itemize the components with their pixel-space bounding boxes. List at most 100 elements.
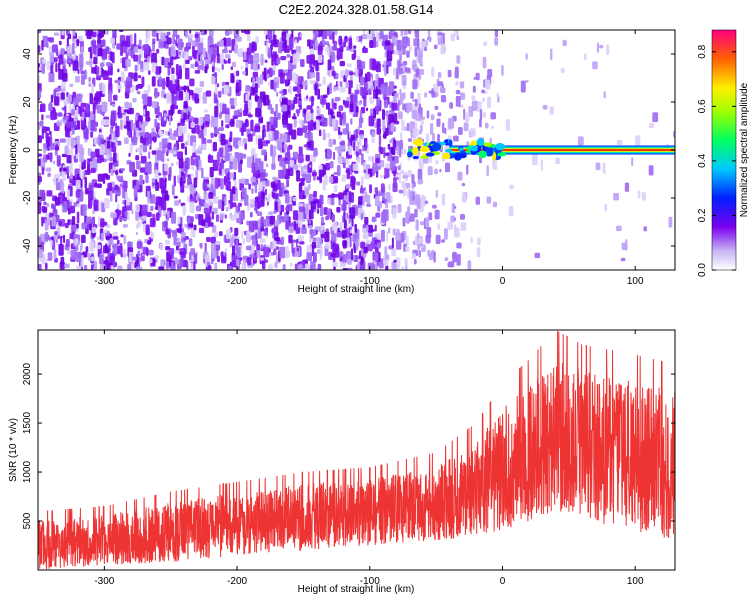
spectrogram-cell xyxy=(297,264,303,270)
spectrogram-cell xyxy=(299,146,303,153)
spectrogram-cell xyxy=(123,113,127,126)
spectrogram-cell xyxy=(267,130,272,140)
spectrogram-cell xyxy=(246,245,252,251)
spectrogram-cell xyxy=(309,265,314,270)
spectrogram-cell xyxy=(393,67,397,76)
spectrogram-cell xyxy=(363,169,367,173)
spectrogram-cell xyxy=(195,205,202,212)
spectrogram-cell xyxy=(51,216,57,227)
spectrogram-cell xyxy=(374,252,379,262)
spectrogram-cell xyxy=(145,174,149,184)
spectrogram-cell xyxy=(240,198,244,202)
spectrogram-cell xyxy=(317,53,323,63)
spectrogram-cell xyxy=(353,93,357,103)
spectrogram-cell xyxy=(166,92,172,104)
spectrogram-cell xyxy=(246,34,251,42)
spectrogram-cell xyxy=(310,108,314,114)
spectrogram-cell xyxy=(211,211,214,220)
spectrogram-cell xyxy=(194,87,200,94)
spectrogram-cell xyxy=(110,37,116,44)
spectrogram-cell xyxy=(73,202,78,207)
spectrogram-cell xyxy=(242,109,248,116)
spectrogram-cell xyxy=(58,221,62,226)
colorbar-label: Normalized spectral amplitude xyxy=(739,82,750,217)
spectrogram-cell xyxy=(286,204,293,212)
spectrogram-cell xyxy=(379,174,385,178)
spectrogram-cell xyxy=(430,114,435,121)
spectrogram-cell xyxy=(76,265,82,270)
spectrogram-cell xyxy=(635,135,641,146)
spectrogram-cell xyxy=(392,96,398,104)
spectrogram-cell xyxy=(106,140,111,149)
spectrogram-cell xyxy=(348,145,353,155)
spectrogram-cell xyxy=(336,165,341,176)
spectrogram-cell xyxy=(149,146,152,150)
spectrogram-cell xyxy=(224,175,227,186)
spectrogram-cell xyxy=(226,180,231,191)
spectrogram-cell xyxy=(297,203,304,207)
spectrogram-cell xyxy=(276,57,281,65)
spectrogram-cell xyxy=(332,139,336,145)
spectrogram-cell xyxy=(264,76,267,82)
spectrogram-cell xyxy=(472,85,476,93)
spectrogram-cell xyxy=(309,209,314,220)
spectrogram-cell xyxy=(368,224,373,233)
spectrogram-cell xyxy=(125,59,131,67)
spectrogram-cell xyxy=(369,96,374,104)
spectrogram-cell xyxy=(595,162,601,171)
spectrogram-cell xyxy=(388,184,391,191)
spectrogram-cell xyxy=(322,180,326,191)
spectrogram-cell xyxy=(253,60,259,71)
spectrogram-cell xyxy=(239,212,244,219)
spectrogram-cell xyxy=(215,214,220,222)
spectrogram-cell xyxy=(219,213,224,220)
spectrogram-cell xyxy=(299,84,302,88)
spectrogram-cell xyxy=(135,118,140,130)
spectrogram-cell xyxy=(278,169,285,179)
spectrogram-cell xyxy=(189,201,195,213)
spectrogram-cell xyxy=(135,130,142,139)
spectrogram-cell xyxy=(191,166,195,171)
spectrogram-cell xyxy=(220,178,224,190)
spectrogram-cell xyxy=(72,30,76,37)
spectrogram-cell xyxy=(433,251,436,263)
colorbar-tick-label: 0.4 xyxy=(697,154,708,168)
spectrogram-cell xyxy=(432,204,437,209)
spectrogram-cell xyxy=(224,54,231,59)
spectrogram-cell xyxy=(232,115,238,120)
spectrogram-cell xyxy=(392,228,396,236)
spectrogram-cell xyxy=(111,52,115,64)
spectrogram-cell xyxy=(262,129,265,141)
spectrogram-cell xyxy=(293,210,299,221)
spectrogram-cell xyxy=(342,254,348,263)
spectrogram-cell xyxy=(349,103,354,113)
spectrogram-cell xyxy=(406,105,410,114)
spectrogram-cell xyxy=(460,92,466,100)
spectrogram-cell xyxy=(300,59,305,67)
snr-xlabel: Height of straight line (km) xyxy=(298,584,415,595)
spectrogram-cell xyxy=(230,118,235,127)
spectrogram-cell xyxy=(411,63,418,70)
spectrogram-cell xyxy=(38,236,42,244)
spectrogram-cell xyxy=(196,193,200,200)
spectrogram-cell xyxy=(327,132,331,138)
spectrogram-cell xyxy=(201,143,207,150)
spectrogram-cell xyxy=(55,48,59,56)
spectrogram-cell xyxy=(560,68,565,73)
spectrogram-cell xyxy=(283,88,287,95)
spectrogram-cell xyxy=(275,246,280,250)
spectrogram-cell xyxy=(346,267,353,270)
spectrogram-cell xyxy=(286,34,290,46)
spectrogram-cell xyxy=(272,64,277,71)
spectrogram-cell xyxy=(156,32,159,42)
spectrogram-cell xyxy=(205,90,212,97)
spectrogram-cell xyxy=(392,263,397,270)
spectrogram-cell xyxy=(328,176,334,184)
spectrogram-cell xyxy=(68,112,72,120)
spectrogram-cell xyxy=(81,204,87,217)
spectrogram-cell xyxy=(230,104,236,110)
spectrogram-cell xyxy=(221,168,224,177)
spectrogram-cell xyxy=(339,81,343,88)
spectrogram-cell xyxy=(328,114,332,126)
spectrogram-cell xyxy=(337,153,343,164)
